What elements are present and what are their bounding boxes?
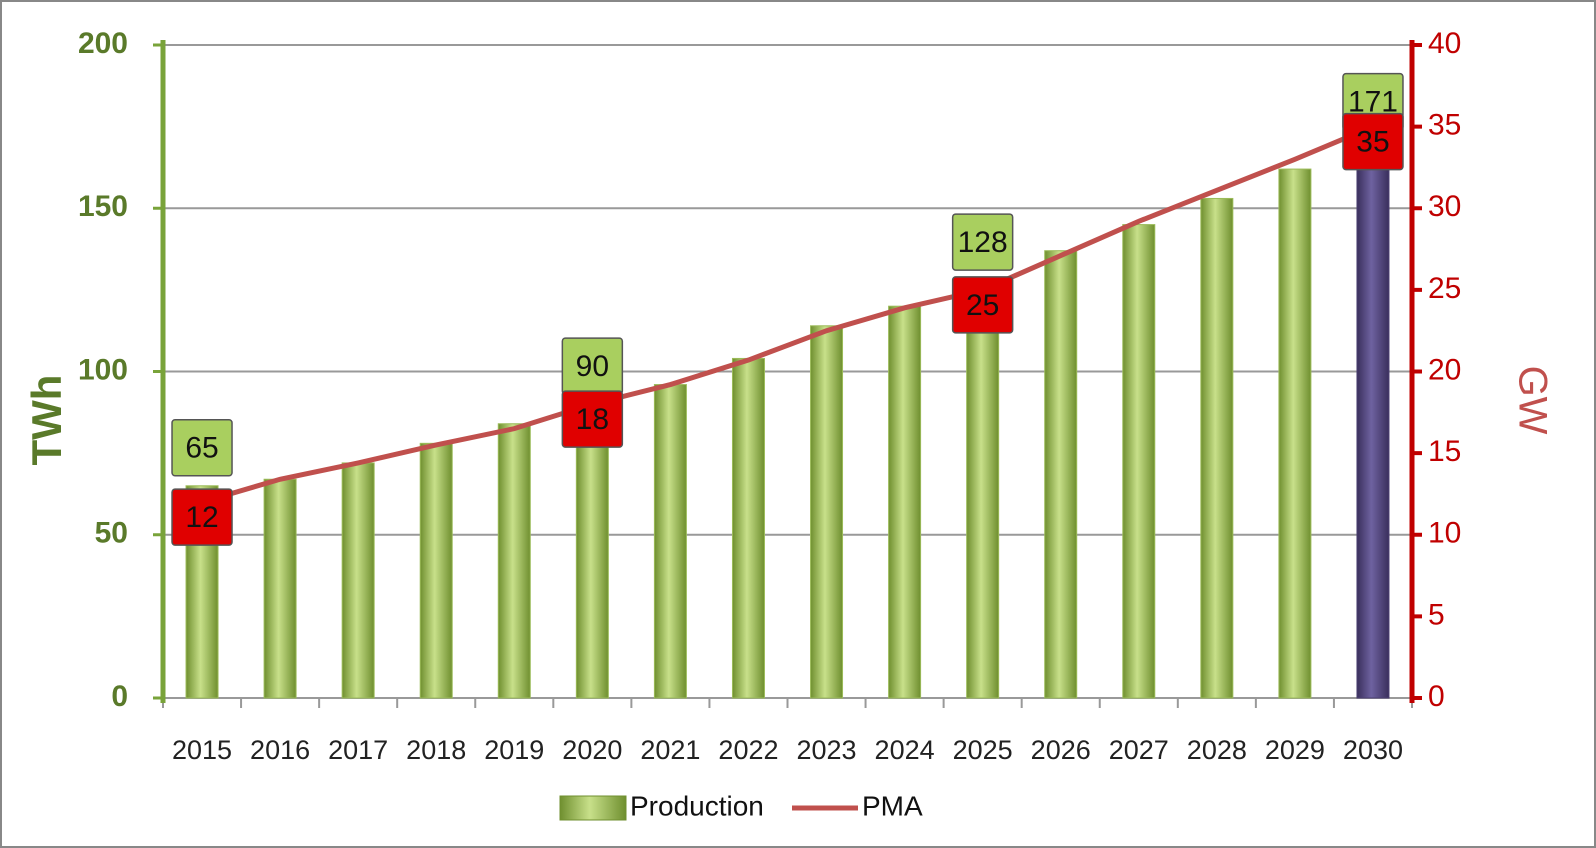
x-tick-label: 2027 bbox=[1109, 735, 1169, 765]
label-box bbox=[171, 488, 233, 546]
bar bbox=[731, 357, 765, 699]
x-tick-label: 2023 bbox=[796, 735, 856, 765]
line bbox=[201, 124, 1374, 505]
bar bbox=[1356, 139, 1390, 699]
label-box bbox=[171, 419, 233, 477]
y2-tick-label: 35 bbox=[1428, 109, 1461, 142]
y2-tick-label: 20 bbox=[1428, 353, 1461, 386]
x-tick-label: 2019 bbox=[484, 735, 544, 765]
x-tick-label: 2025 bbox=[953, 735, 1013, 765]
label-box bbox=[1342, 112, 1404, 171]
y2-axis-label: GW bbox=[1510, 366, 1554, 435]
bar bbox=[1122, 224, 1156, 699]
data-label: 65 bbox=[185, 432, 218, 465]
bar bbox=[341, 462, 375, 699]
y-tick-label: 0 bbox=[111, 680, 128, 713]
y-tick-label: 100 bbox=[78, 353, 128, 386]
y2-tick-label: 0 bbox=[1428, 680, 1445, 713]
y-tick-label: 150 bbox=[78, 190, 128, 223]
y-tick-label: 200 bbox=[78, 27, 128, 60]
legend-label: PMA bbox=[862, 790, 923, 821]
data-label: 90 bbox=[576, 350, 609, 383]
label-box bbox=[561, 390, 624, 448]
y2-tick-label: 10 bbox=[1428, 517, 1461, 550]
bar bbox=[419, 442, 453, 699]
data-label: 18 bbox=[576, 403, 609, 436]
label-box bbox=[951, 213, 1014, 271]
bar bbox=[1044, 250, 1078, 699]
data-label: 128 bbox=[958, 226, 1008, 259]
y2-tick-label: 40 bbox=[1428, 27, 1461, 60]
bar bbox=[575, 403, 609, 699]
bar bbox=[810, 325, 844, 699]
x-tick-label: 2030 bbox=[1343, 735, 1403, 765]
label-box bbox=[951, 276, 1014, 334]
bar bbox=[653, 384, 687, 699]
y2-tick-label: 5 bbox=[1428, 598, 1445, 631]
x-tick-label: 2024 bbox=[875, 735, 935, 765]
x-tick-label: 2021 bbox=[640, 735, 700, 765]
bar bbox=[497, 423, 531, 699]
bar bbox=[966, 279, 1000, 699]
x-tick-label: 2029 bbox=[1265, 735, 1325, 765]
y2-tick-label: 25 bbox=[1428, 272, 1461, 305]
x-tick-label: 2017 bbox=[328, 735, 388, 765]
data-label: 12 bbox=[185, 501, 218, 534]
bar bbox=[1278, 168, 1312, 699]
y2-tick-label: 30 bbox=[1428, 190, 1461, 223]
x-tick-label: 2022 bbox=[718, 735, 778, 765]
data-label: 35 bbox=[1356, 126, 1389, 159]
bar bbox=[263, 478, 297, 699]
x-tick-label: 2028 bbox=[1187, 735, 1247, 765]
legend-label: Production bbox=[630, 790, 764, 821]
x-tick-label: 2018 bbox=[406, 735, 466, 765]
x-tick-label: 2026 bbox=[1031, 735, 1091, 765]
y2-tick-label: 15 bbox=[1428, 435, 1461, 468]
x-tick-label: 2016 bbox=[250, 735, 310, 765]
bar bbox=[1200, 197, 1234, 699]
x-tick-label: 2020 bbox=[562, 735, 622, 765]
legend-swatch bbox=[559, 795, 627, 821]
y-axis-label: TWh bbox=[23, 375, 70, 466]
y-tick-label: 50 bbox=[95, 517, 128, 550]
bar bbox=[888, 305, 922, 699]
data-label: 25 bbox=[966, 289, 999, 322]
x-tick-label: 2015 bbox=[172, 735, 232, 765]
